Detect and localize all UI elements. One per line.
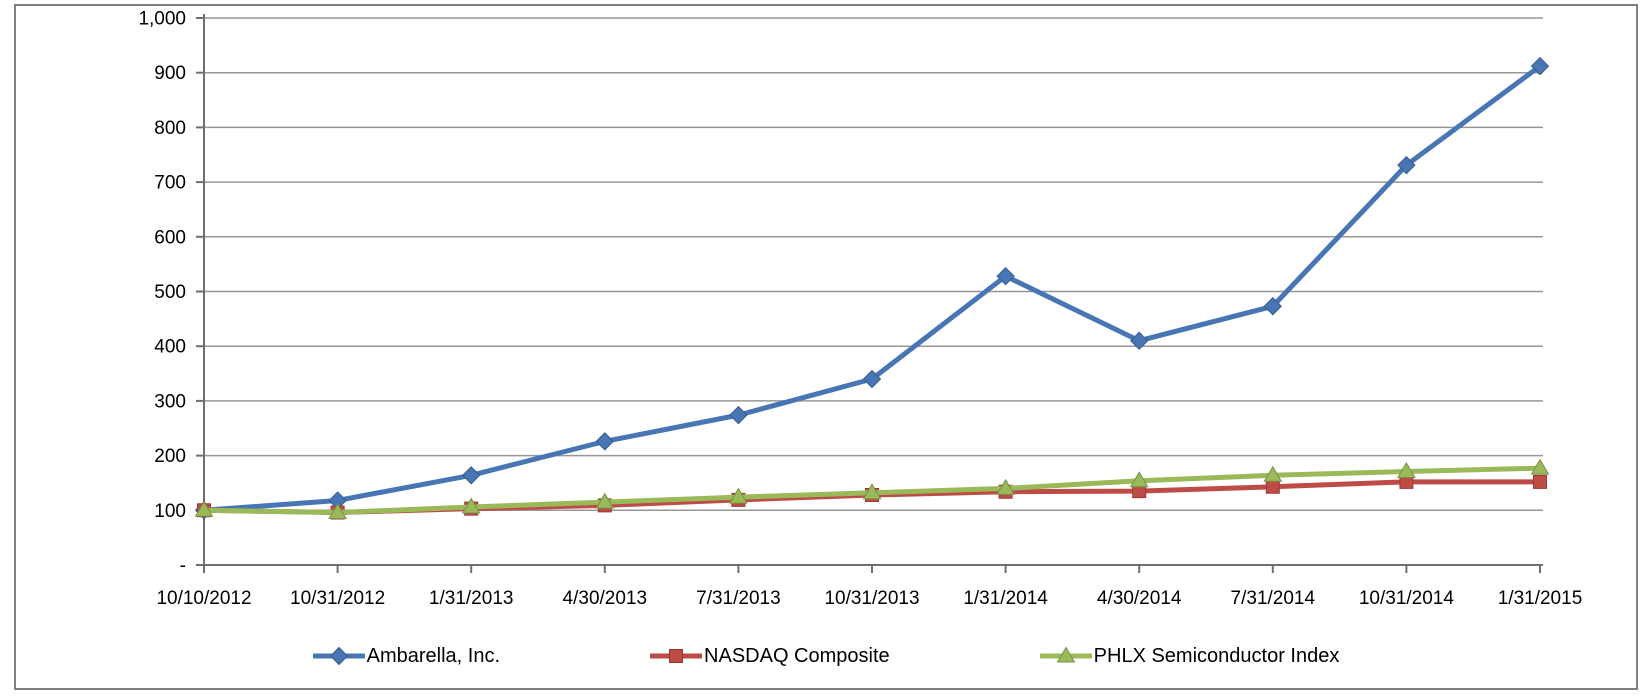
legend-item-phlx-semiconductor-index: PHLX Semiconductor Index [1039, 644, 1340, 668]
legend-marker-shape [329, 646, 348, 666]
triangle-legend-marker-icon [1039, 646, 1092, 663]
diamond-marker-ambarella-inc [595, 432, 615, 451]
legend-label-nasdaq-composite: NASDAQ Composite [704, 644, 890, 667]
x-axis-label: 10/31/2012 [290, 588, 385, 609]
triangle-marker-phlx-semiconductor-index [595, 492, 615, 509]
x-axis-label: 10/10/2012 [156, 588, 251, 609]
square-legend-marker-icon [650, 649, 703, 663]
diamond-marker-ambarella-inc [1263, 297, 1283, 316]
y-axis-label: 200 [154, 446, 186, 467]
x-axis-label: 10/31/2013 [824, 588, 919, 609]
triangle-marker-phlx-semiconductor-index [461, 497, 481, 514]
diamond-marker-ambarella-inc [862, 369, 882, 389]
legend-marker-shape [669, 649, 684, 663]
x-axis-label: 1/31/2015 [1498, 588, 1583, 609]
x-axis-label: 7/31/2014 [1231, 588, 1316, 609]
x-axis-label: 1/31/2014 [963, 588, 1048, 609]
diamond-marker-ambarella-inc [1129, 331, 1149, 350]
triangle-marker-phlx-semiconductor-index [996, 478, 1015, 495]
diamond-marker-ambarella-inc [1397, 155, 1416, 175]
y-axis-label: - [180, 556, 186, 577]
y-axis-label: 1,000 [138, 9, 186, 30]
triangle-marker-phlx-semiconductor-index [1129, 471, 1149, 488]
x-axis-label: 7/31/2013 [696, 588, 781, 609]
x-axis-label: 4/30/2014 [1097, 588, 1182, 609]
y-axis-label: 700 [154, 173, 186, 194]
x-axis-label: 1/31/2013 [429, 588, 514, 609]
y-axis-label: 100 [154, 501, 186, 522]
y-axis-label: 500 [154, 282, 186, 303]
triangle-marker-phlx-semiconductor-index [328, 502, 347, 519]
diamond-marker-ambarella-inc [729, 405, 748, 425]
triangle-marker-phlx-semiconductor-index [194, 500, 214, 517]
y-axis-label: 900 [154, 63, 186, 84]
legend-item-nasdaq-composite: NASDAQ Composite [650, 644, 890, 668]
triangle-marker-phlx-semiconductor-index [1263, 465, 1283, 482]
y-axis-label: 800 [154, 118, 186, 139]
x-axis-label: 4/30/2013 [563, 588, 648, 609]
legend-label-phlx-semiconductor-index: PHLX Semiconductor Index [1093, 644, 1340, 667]
legend-marker-shape [1056, 646, 1076, 663]
diamond-marker-ambarella-inc [461, 466, 481, 485]
series-line-ambarella-inc [201, 63, 1543, 513]
square-marker-nasdaq-composite [1533, 474, 1547, 489]
triangle-marker-phlx-semiconductor-index [1530, 458, 1550, 475]
triangle-marker-phlx-semiconductor-index [862, 483, 882, 500]
triangle-marker-phlx-semiconductor-index [1397, 461, 1416, 478]
square-marker-nasdaq-composite [1265, 479, 1280, 494]
chart-border-frame [14, 4, 1638, 690]
triangle-marker-phlx-semiconductor-index [729, 487, 748, 504]
legend-label-ambarella-inc: Ambarella, Inc. [366, 644, 501, 667]
diamond-marker-ambarella-inc [1530, 56, 1550, 76]
y-axis-label: 400 [154, 337, 186, 358]
y-axis-label: 600 [154, 227, 186, 248]
diamond-marker-ambarella-inc [996, 266, 1015, 286]
y-axis-label: 300 [154, 391, 186, 412]
x-axis-label: 10/31/2014 [1359, 588, 1455, 609]
chart-legend: Ambarella, Inc. NASDAQ Composite PHLX Semi… [16, 644, 1636, 668]
legend-item-ambarella-inc: Ambarella, Inc. [312, 644, 501, 668]
diamond-legend-marker-icon [312, 646, 365, 666]
